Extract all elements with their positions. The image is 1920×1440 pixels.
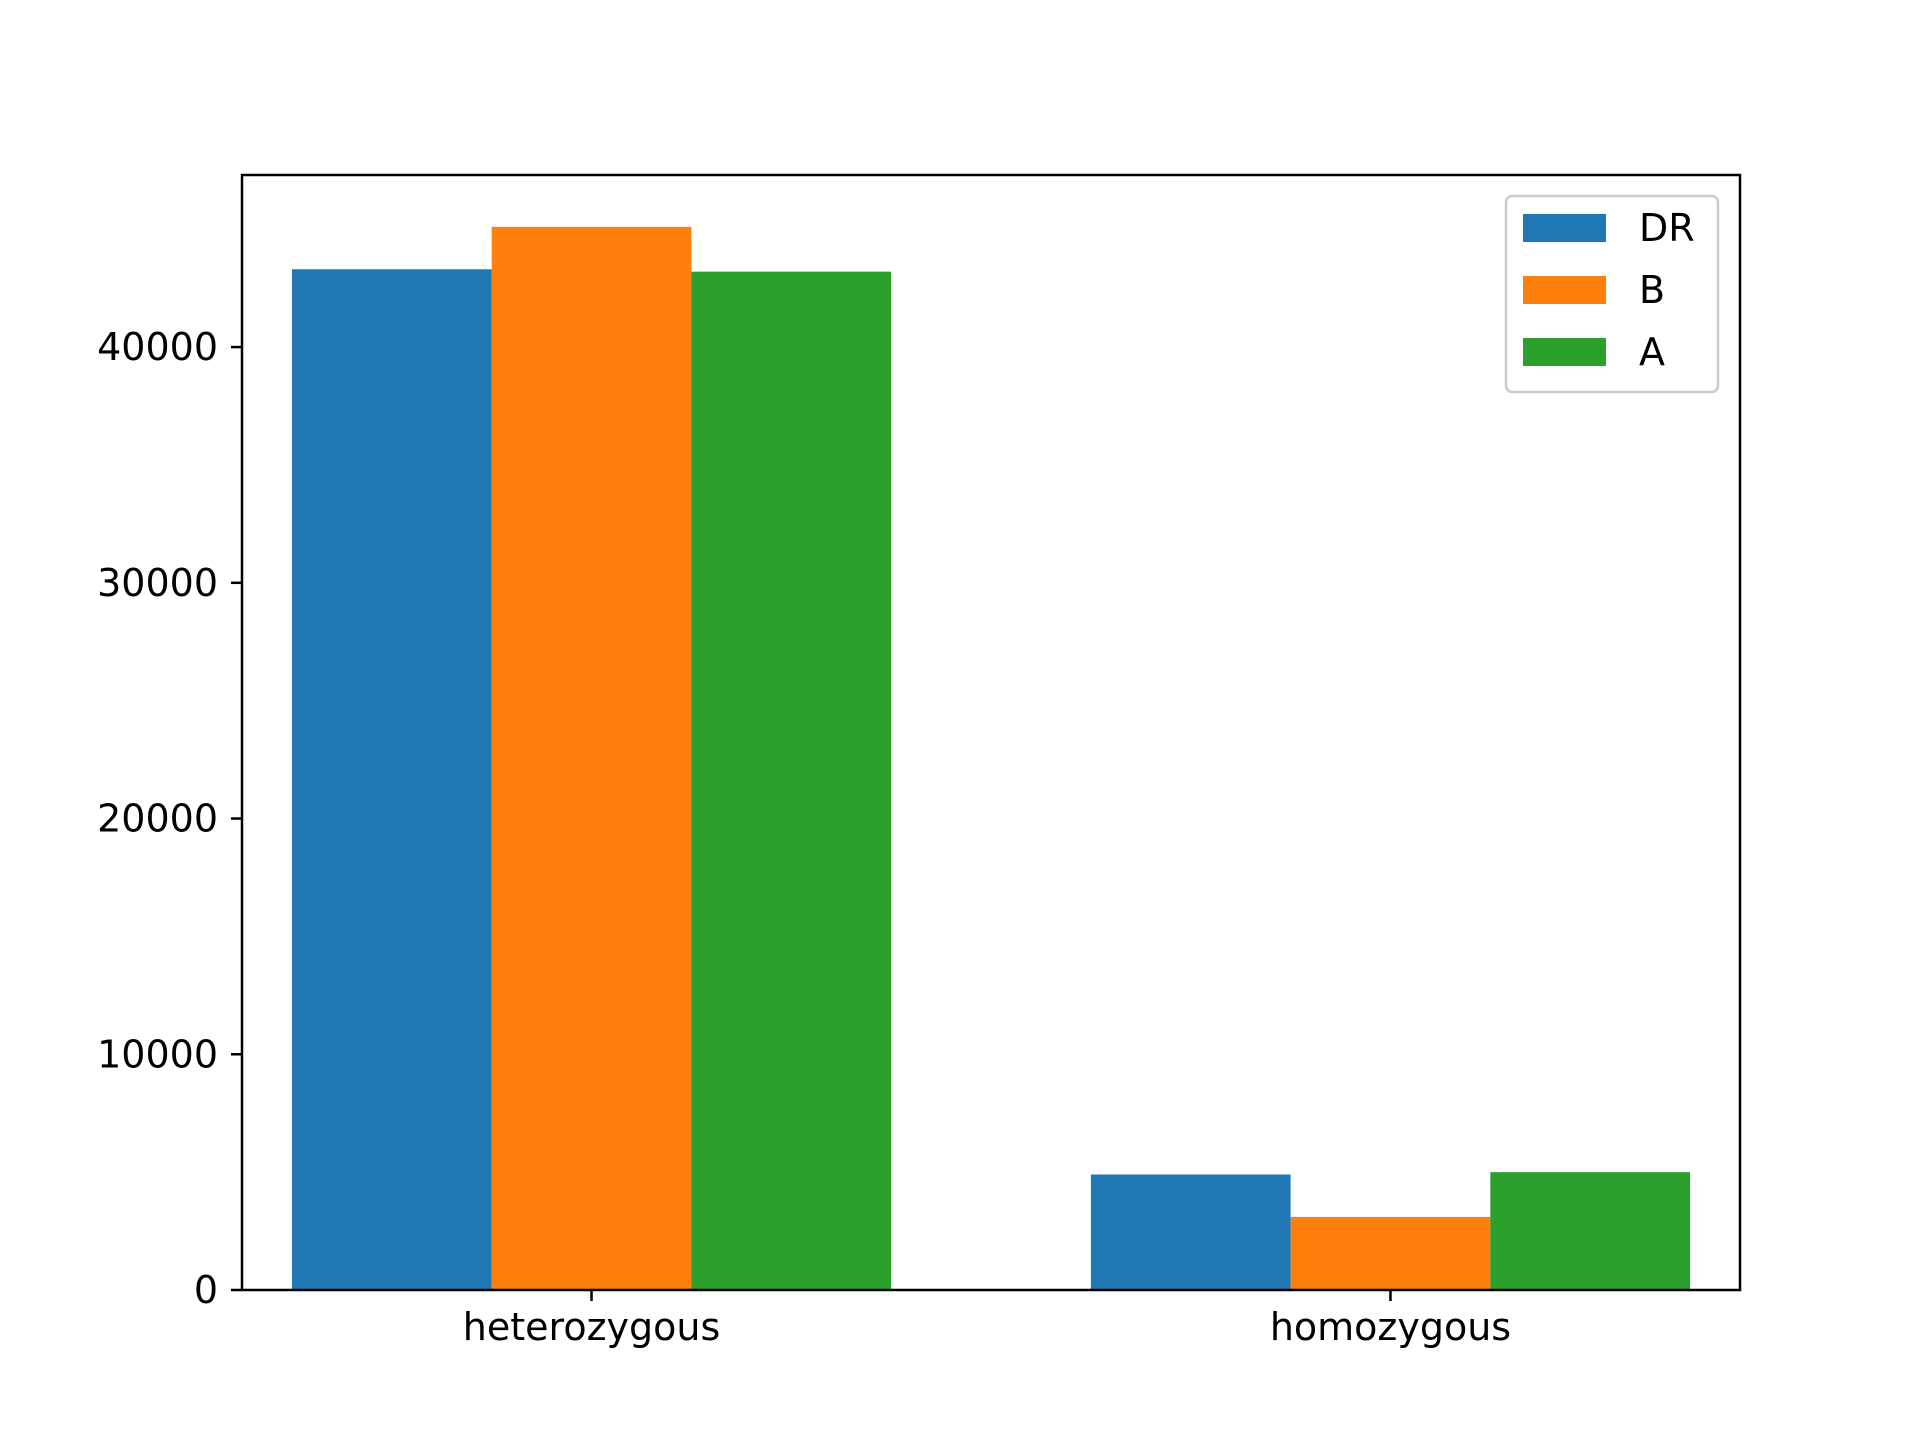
bar-DR-heterozygous [291, 269, 492, 1290]
y-tick-label: 10000 [97, 1032, 218, 1076]
y-tick-label: 40000 [97, 325, 218, 369]
y-tick-label: 30000 [97, 561, 218, 605]
x-tick-label: heterozygous [463, 1305, 720, 1349]
legend-label-DR: DR [1639, 206, 1695, 250]
y-tick-label: 20000 [97, 797, 218, 841]
bar-B-homozygous [1290, 1216, 1491, 1290]
bar-A-heterozygous [691, 271, 892, 1290]
axes-layer: 0 10000 20000 30000 40000 heterozygous homozyg… [97, 173, 1742, 1349]
y-tick-label: 0 [194, 1268, 218, 1312]
bar-A-homozygous [1490, 1172, 1691, 1290]
legend-label-B: B [1639, 268, 1665, 312]
legend-swatch-B [1523, 276, 1606, 304]
bar-B-heterozygous [491, 226, 692, 1290]
legend-label-A: A [1639, 330, 1665, 374]
plot-frame [240, 173, 1742, 1292]
bars-layer [291, 226, 1691, 1290]
legend-swatch-A [1523, 338, 1606, 366]
legend-swatch-DR [1523, 214, 1606, 242]
x-tick-label: homozygous [1270, 1305, 1511, 1349]
legend: DR BA [1504, 194, 1720, 394]
bar-DR-homozygous [1090, 1174, 1291, 1290]
